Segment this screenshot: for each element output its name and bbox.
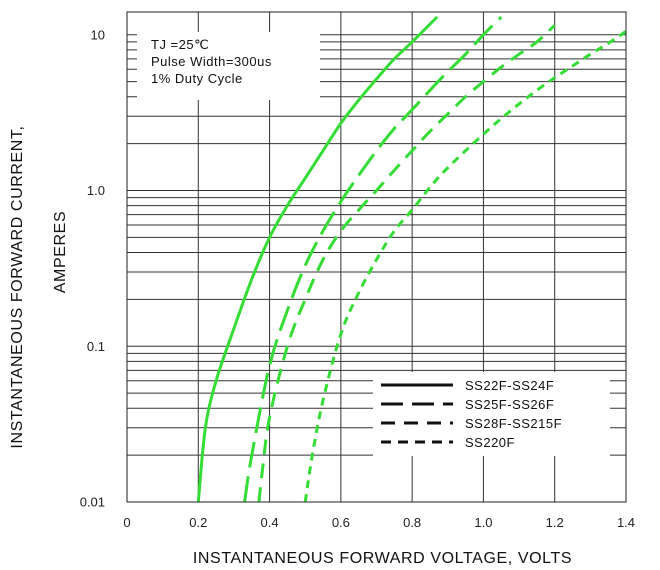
series-line-ss25f-ss26f	[243, 15, 503, 503]
y-tick-label: 0.01	[80, 495, 105, 510]
series-line-ss220f	[303, 30, 627, 503]
legend-label: SS28F-SS215F	[465, 416, 562, 431]
y-tick-label: 0.1	[87, 339, 105, 354]
plot-frame	[126, 11, 627, 503]
series-line-ss28f-ss215f	[257, 24, 556, 503]
x-tick-label: 0.2	[189, 515, 207, 530]
y-axis-title-line-2: AMPERES	[52, 211, 69, 293]
x-tick-label: 1.0	[474, 515, 492, 530]
y-tick-labels: 0.01 0.1 1.0 10	[80, 27, 105, 509]
series-lines	[196, 15, 627, 503]
legend: SS22F-SS24F SS25F-SS26F SS28F-SS215F SS220F	[373, 372, 610, 456]
conditions-note: TJ =25℃ Pulse Width=300us 1% Duty Cycle	[137, 32, 320, 100]
legend-label: SS220F	[465, 435, 515, 450]
x-tick-label: 0	[123, 515, 130, 530]
grid	[127, 12, 626, 502]
legend-label: SS25F-SS26F	[465, 397, 554, 412]
note-junction-temperature: TJ =25℃	[151, 37, 209, 52]
x-tick-label: 0.4	[261, 515, 279, 530]
x-tick-label: 0.8	[403, 515, 421, 530]
note-pulse-width: Pulse Width=300us	[151, 54, 272, 69]
y-tick-label: 1.0	[87, 183, 105, 198]
legend-label: SS22F-SS24F	[465, 378, 554, 393]
conditions-note-background	[137, 32, 320, 100]
x-tick-label: 1.4	[617, 515, 635, 530]
y-axis-title-line-1: INSTANTANEOUS FORWARD CURRENT,	[9, 125, 26, 448]
note-duty-cycle: 1% Duty Cycle	[151, 71, 243, 86]
x-tick-label: 0.6	[332, 515, 350, 530]
y-tick-label: 10	[91, 27, 105, 42]
x-tick-label: 1.2	[546, 515, 564, 530]
series-line-ss22f-ss24f	[196, 15, 439, 503]
x-tick-labels: 0 0.2 0.4 0.6 0.8 1.0 1.2 1.4	[123, 515, 635, 530]
x-axis-title: INSTANTANEOUS FORWARD VOLTAGE, VOLTS	[193, 550, 572, 567]
